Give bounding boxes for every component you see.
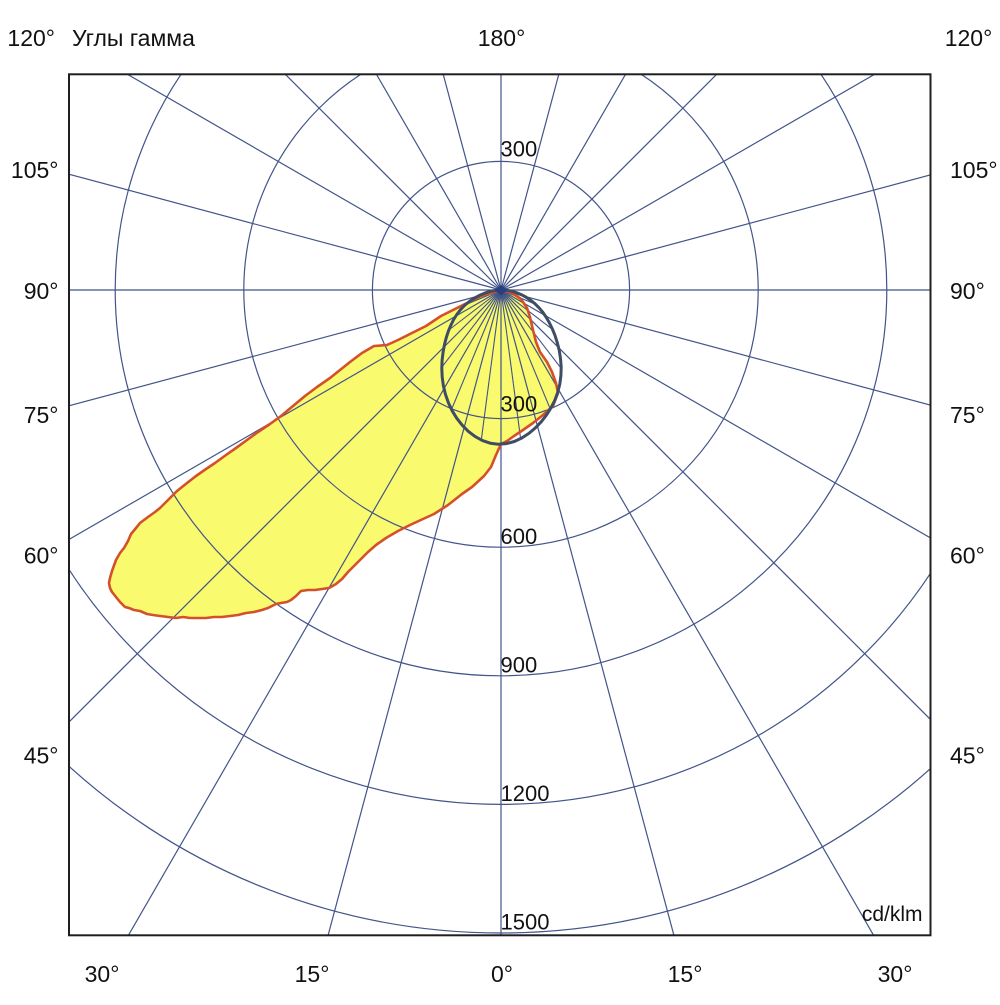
svg-text:300: 300 xyxy=(501,392,538,417)
svg-text:900: 900 xyxy=(501,653,538,678)
svg-text:30°: 30° xyxy=(85,961,120,987)
svg-text:1200: 1200 xyxy=(501,781,550,806)
svg-text:300: 300 xyxy=(501,137,538,162)
svg-text:45°: 45° xyxy=(24,743,59,769)
svg-text:15°: 15° xyxy=(668,961,703,987)
svg-text:120°: 120° xyxy=(7,25,55,51)
svg-text:120°: 120° xyxy=(945,25,993,51)
svg-text:45°: 45° xyxy=(950,743,985,769)
svg-text:105°: 105° xyxy=(950,157,998,183)
svg-text:0°: 0° xyxy=(491,961,513,987)
svg-text:30°: 30° xyxy=(878,961,913,987)
svg-text:90°: 90° xyxy=(24,278,59,304)
svg-text:75°: 75° xyxy=(24,402,59,428)
svg-text:75°: 75° xyxy=(950,402,985,428)
svg-text:15°: 15° xyxy=(295,961,330,987)
svg-text:600: 600 xyxy=(501,524,538,549)
svg-text:Углы гамма: Углы гамма xyxy=(72,25,195,51)
svg-text:1500: 1500 xyxy=(501,910,550,935)
svg-text:90°: 90° xyxy=(950,278,985,304)
svg-text:60°: 60° xyxy=(24,543,59,569)
svg-text:cd/klm: cd/klm xyxy=(862,903,923,926)
svg-text:105°: 105° xyxy=(11,157,59,183)
svg-text:180°: 180° xyxy=(478,25,526,51)
svg-text:60°: 60° xyxy=(950,543,985,569)
